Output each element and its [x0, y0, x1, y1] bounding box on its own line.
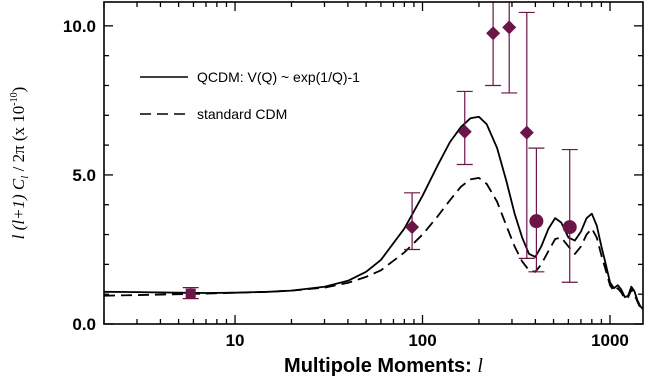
data-point-3	[456, 90, 473, 166]
plot-frame	[103, 1, 644, 325]
data-point-2	[404, 192, 421, 251]
data-point-8	[561, 148, 578, 283]
y-axis-title-group: l (l+1) Cl / 2π (x 10-10)	[9, 87, 31, 240]
marker-circle	[562, 220, 577, 235]
x-axis-title-symbol: l	[477, 355, 483, 377]
y-axis-title: l (l+1) Cl / 2π (x 10-10)	[9, 87, 31, 240]
y-title-exponent: -10	[9, 92, 20, 105]
data-point-4	[485, 2, 502, 87]
data-point-5	[501, 2, 518, 94]
x-axis-title: Multipole Moments: l	[284, 355, 483, 377]
x-tick-label: 10	[226, 331, 245, 350]
marker-diamond	[519, 125, 534, 140]
data-point-7	[528, 147, 545, 273]
marker-square	[185, 288, 196, 299]
legend-label-2: standard CDM	[197, 106, 287, 122]
series-line-1	[104, 115, 643, 310]
y-tick-label: 10.0	[63, 17, 96, 36]
y-title-subscript: l	[19, 176, 31, 179]
x-tick-label: 100	[408, 331, 436, 350]
marker-diamond	[486, 26, 501, 41]
data-point-1	[182, 287, 199, 300]
y-title-middle: / 2π (x 10	[9, 106, 28, 176]
x-axis-title-text: Multipole Moments:	[284, 355, 477, 377]
y-title-prefix: l (l+1) C	[9, 178, 28, 239]
y-title-suffix: )	[9, 87, 28, 93]
x-tick-label: 1000	[591, 331, 629, 350]
marker-circle	[529, 214, 544, 229]
legend-label-1: QCDM: V(Q) ~ exp(1/Q)-1	[197, 69, 360, 85]
y-tick-label: 0.0	[72, 315, 96, 334]
marker-diamond	[502, 20, 517, 35]
y-tick-label: 5.0	[72, 166, 96, 185]
series-line-2	[104, 177, 643, 312]
marker-diamond	[457, 124, 472, 139]
marker-diamond	[405, 220, 420, 235]
data-point-6	[518, 11, 535, 260]
